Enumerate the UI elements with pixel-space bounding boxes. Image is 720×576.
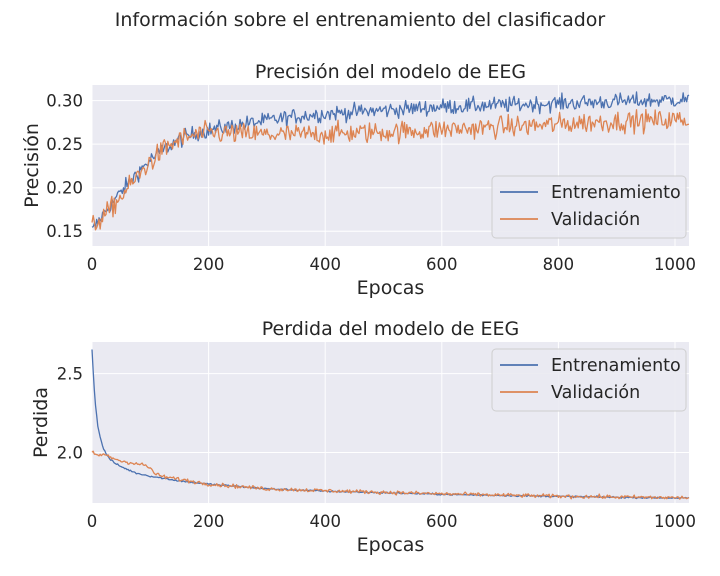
accuracy-y-tick-label: 0.25 [46, 135, 83, 154]
accuracy-legend-box [491, 175, 687, 239]
accuracy-y-tick-label: 0.20 [46, 179, 83, 198]
loss-val-line [91, 450, 690, 500]
accuracy-x-tick-label: 600 [426, 255, 458, 274]
accuracy-x-tick-label: 800 [543, 255, 575, 274]
accuracy-y-tick-label: 0.30 [46, 92, 83, 111]
accuracy-legend: Entrenamiento Validación [491, 175, 687, 239]
accuracy-title: Precisión del modelo de EEG [255, 61, 526, 83]
loss-y-tick-label: 2.5 [57, 365, 83, 384]
loss-title: Perdida del modelo de EEG [262, 318, 519, 340]
accuracy-x-tick-label: 200 [193, 255, 225, 274]
loss-x-tick-label: 200 [193, 512, 225, 531]
loss-x-tick-labels: 0 200 400 600 800 1000 [87, 512, 696, 531]
loss-y-tick-label: 2.0 [57, 443, 83, 462]
loss-series-lines [91, 349, 690, 500]
loss-x-tick-label: 400 [309, 512, 341, 531]
accuracy-legend-train-label: Entrenamiento [551, 183, 681, 203]
accuracy-legend-val-label: Validación [551, 210, 640, 230]
loss-x-tick-label: 0 [87, 512, 98, 531]
accuracy-x-tick-label: 0 [87, 255, 98, 274]
accuracy-x-tick-label: 1000 [654, 255, 696, 274]
accuracy-x-axis-label: Epocas [357, 277, 425, 299]
loss-panel: Perdida del modelo de EEG 0 200 400 600 800 1… [30, 318, 696, 556]
accuracy-panel: Precisión del modelo de EEG 0 200 400 600 80… [21, 61, 696, 299]
loss-y-axis-label: Perdida [30, 387, 52, 458]
figure-suptitle: Información sobre el entrenamiento del c… [115, 9, 606, 31]
accuracy-x-tick-label: 400 [309, 255, 341, 274]
loss-legend: Entrenamiento Validación [491, 348, 687, 412]
loss-x-tick-label: 800 [543, 512, 575, 531]
accuracy-y-tick-label: 0.15 [46, 222, 83, 241]
accuracy-series-lines [91, 91, 690, 231]
loss-legend-box [491, 348, 687, 412]
loss-legend-val-label: Validación [551, 383, 640, 403]
accuracy-y-tick-labels: 0.15 0.20 0.25 0.30 [46, 92, 83, 242]
accuracy-train-line [91, 91, 690, 228]
loss-x-tick-label: 600 [426, 512, 458, 531]
accuracy-y-axis-label: Precisión [21, 123, 43, 208]
loss-x-axis-label: Epocas [357, 534, 425, 556]
loss-legend-train-label: Entrenamiento [551, 356, 681, 376]
loss-x-tick-label: 1000 [654, 512, 696, 531]
accuracy-x-tick-labels: 0 200 400 600 800 1000 [87, 255, 696, 274]
loss-y-tick-labels: 2.0 2.5 [57, 365, 83, 463]
accuracy-val-line [91, 108, 690, 231]
